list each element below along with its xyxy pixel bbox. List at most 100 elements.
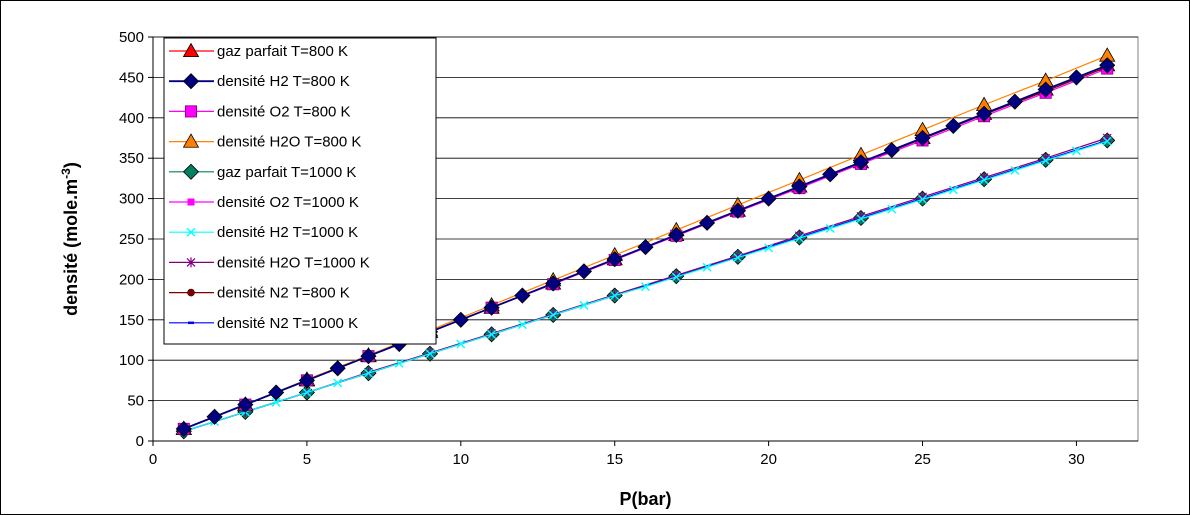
y-tick-label: 350 <box>119 150 144 167</box>
y-axis-title-superscript: -3 <box>59 168 73 179</box>
x-tick-label: 10 <box>452 451 469 468</box>
data-point <box>948 185 958 195</box>
data-point <box>545 275 562 292</box>
data-point <box>945 117 962 134</box>
data-point <box>856 214 866 224</box>
data-point <box>1006 93 1023 110</box>
legend-label: densité N2 T=800 K <box>217 285 350 302</box>
x-tick-label: 15 <box>606 451 623 468</box>
legend-item: densité H2O T=800 K <box>169 133 361 151</box>
data-point <box>452 311 469 328</box>
data-point <box>825 224 835 233</box>
data-point <box>668 226 685 244</box>
data-point <box>1102 136 1112 146</box>
data-point <box>1099 57 1116 74</box>
legend-item: gaz parfait T=800 K <box>169 42 348 60</box>
y-tick-label: 100 <box>119 352 144 369</box>
data-point <box>1071 146 1081 156</box>
data-point <box>606 251 623 268</box>
data-point <box>637 239 654 256</box>
x-tick-label: 5 <box>303 451 311 468</box>
data-point <box>914 129 931 147</box>
data-point <box>791 178 808 195</box>
data-point <box>1037 81 1054 98</box>
legend-marker <box>187 198 195 206</box>
legend-marker <box>186 227 196 237</box>
y-tick-label: 0 <box>136 433 144 450</box>
data-point <box>175 420 192 437</box>
data-point <box>883 142 900 159</box>
legend-marker <box>186 257 196 268</box>
data-point <box>487 329 497 339</box>
y-tick-label: 300 <box>119 191 144 208</box>
legend-item: densité H2 T=800 K <box>169 73 350 90</box>
y-tick-label: 500 <box>119 29 144 46</box>
data-point <box>425 349 435 359</box>
legend-marker <box>182 42 200 58</box>
data-point <box>1041 156 1051 166</box>
legend-item: gaz parfait T=1000 K <box>169 163 356 181</box>
data-point <box>333 378 343 388</box>
legend-label: densité O2 T=1000 K <box>217 194 359 211</box>
data-point <box>610 291 620 301</box>
data-point <box>483 299 500 316</box>
y-axis-ticks: 0 50 100 150 200 250 300 350 400 450 500 <box>119 29 154 450</box>
legend-label: densité H2O T=1000 K <box>217 254 370 271</box>
data-point <box>733 253 743 263</box>
data-point <box>1068 69 1085 86</box>
series-layer <box>175 47 1116 440</box>
legend: gaz parfait T=800 K densité H2 T=800 K den… <box>163 37 437 345</box>
legend-marker <box>184 105 198 118</box>
y-axis-title: densité (mole.m-3) <box>59 162 81 316</box>
data-point <box>329 360 346 377</box>
data-point <box>671 272 681 282</box>
data-point <box>979 175 989 185</box>
data-point <box>579 300 589 310</box>
data-point <box>1010 165 1020 175</box>
x-tick-label: 25 <box>914 451 931 468</box>
data-point <box>517 320 527 330</box>
data-point <box>794 233 804 243</box>
data-point <box>548 310 558 320</box>
data-point <box>575 263 593 280</box>
legend-marker <box>187 288 195 297</box>
data-point <box>698 214 716 231</box>
y-axis-title-end: ) <box>61 162 81 168</box>
y-tick-label: 450 <box>119 69 144 86</box>
data-point <box>237 396 254 413</box>
data-point <box>918 194 928 204</box>
data-point <box>764 243 774 253</box>
x-tick-label: 30 <box>1068 451 1085 468</box>
legend-label: densité H2 T=1000 K <box>217 224 358 241</box>
legend-label: densité H2O T=800 K <box>217 134 361 151</box>
data-point <box>268 384 285 401</box>
y-tick-label: 150 <box>119 312 144 329</box>
data-point <box>702 262 712 272</box>
data-point <box>302 388 312 398</box>
x-tick-label: 0 <box>149 451 157 468</box>
data-point <box>394 358 404 368</box>
data-point <box>976 105 993 122</box>
data-point <box>729 202 746 219</box>
legend-marker <box>182 163 200 180</box>
x-tick-label: 20 <box>760 451 777 468</box>
data-point <box>514 287 531 304</box>
data-point <box>852 154 870 171</box>
y-tick-label: 250 <box>119 231 144 248</box>
data-point <box>298 372 315 389</box>
x-axis-ticks: 0 5 10 15 20 25 30 <box>149 441 1085 468</box>
legend-item: densité H2O T=1000 K <box>169 254 370 271</box>
y-axis-title-main: densité (mole.m <box>61 179 81 316</box>
legend-item: densité H2 T=1000 K <box>169 224 358 241</box>
x-axis-title: P(bar) <box>619 489 671 509</box>
legend-label: densité N2 T=1000 K <box>217 315 358 332</box>
data-point <box>206 408 223 425</box>
data-point <box>456 339 466 349</box>
y-tick-label: 200 <box>119 271 144 288</box>
legend-label: densité O2 T=800 K <box>217 103 351 120</box>
legend-marker <box>182 73 200 90</box>
data-point <box>822 166 839 183</box>
data-point <box>363 368 373 378</box>
legend-label: gaz parfait T=1000 K <box>217 164 356 181</box>
